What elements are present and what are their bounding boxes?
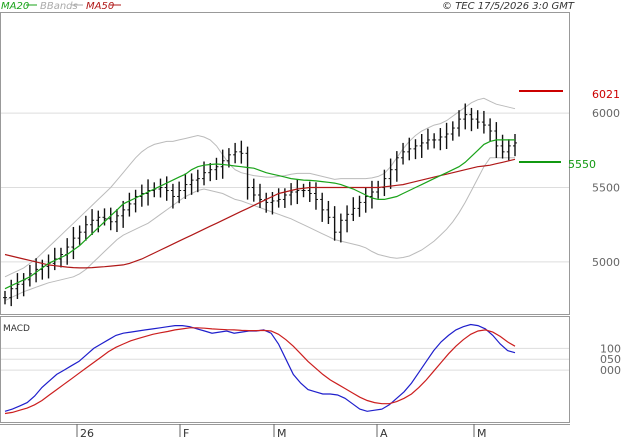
- y-axis-ticks: 6000 5500 5000: [592, 107, 620, 269]
- price-bar: [233, 142, 238, 164]
- x-tick-label: F: [183, 427, 189, 440]
- macd-label: MACD: [3, 324, 30, 334]
- price-panel-frame: [0, 12, 570, 315]
- price-bar: [457, 110, 462, 137]
- price-bar: [295, 179, 300, 205]
- macd-lines: [1, 323, 569, 415]
- ma20-line: [4, 139, 515, 290]
- price-bar: [338, 213, 343, 243]
- price-bar: [170, 183, 175, 209]
- x-tick-label: M: [277, 427, 287, 440]
- x-tick-label: 26: [80, 427, 94, 440]
- price-bar: [326, 200, 331, 224]
- price-bar: [114, 209, 119, 233]
- price-bar: [407, 137, 412, 161]
- price-bar: [239, 140, 244, 164]
- price-bar: [401, 142, 406, 165]
- price-bar: [164, 176, 169, 201]
- price-bar: [83, 215, 88, 241]
- price-bar: [52, 247, 57, 271]
- legend-ma50: MA50: [86, 1, 114, 12]
- price-bar: [133, 189, 138, 213]
- grid: [1, 112, 569, 263]
- price-bar: [413, 139, 418, 160]
- price-bar: [9, 279, 14, 307]
- y-tick-label: 5000: [592, 256, 620, 269]
- price-bar: [3, 290, 7, 305]
- x-tick-label: M: [477, 427, 487, 440]
- price-bar: [270, 192, 275, 215]
- price-bar: [332, 206, 337, 241]
- support-label: 5550: [568, 158, 596, 171]
- price-bar: [425, 128, 430, 150]
- price-bar: [71, 226, 76, 260]
- price-bar: [258, 183, 262, 208]
- price-bar: [463, 103, 468, 130]
- x-axis-ticks: 26 F M A M: [76, 424, 487, 440]
- price-bar: [500, 134, 505, 159]
- moving-averages: [4, 139, 516, 290]
- price-bar: [513, 133, 517, 157]
- bband-upper-line: [4, 97, 516, 278]
- price-bar: [276, 188, 281, 208]
- price-bar: [301, 183, 306, 198]
- price-bar: [475, 110, 480, 129]
- price-bar: [345, 205, 350, 233]
- price-bar: [488, 118, 493, 142]
- price-bar: [251, 178, 256, 202]
- price-bar: [214, 157, 219, 180]
- price-bar: [226, 148, 231, 168]
- price-bar: [469, 107, 474, 132]
- y-tick-label: 6000: [592, 107, 620, 120]
- copyright-text: © TEC 17/5/2026 3:0 GMT: [442, 1, 575, 12]
- price-bar: [394, 151, 399, 182]
- levels: 6021 5550: [519, 88, 620, 171]
- macd-tick-label: 050: [600, 353, 621, 366]
- price-bar: [189, 173, 194, 195]
- price-bar: [357, 195, 362, 217]
- price-bar: [90, 209, 95, 236]
- legend-ma20: MA20: [1, 1, 29, 12]
- price-bar: [195, 169, 200, 193]
- price-bar: [108, 207, 113, 231]
- price-bar: [102, 208, 107, 226]
- price-bar: [432, 133, 437, 149]
- price-bar: [481, 110, 486, 134]
- ma50-line: [4, 158, 516, 269]
- price-bar: [27, 264, 32, 287]
- price-bar: [96, 210, 101, 233]
- y-tick-label: 5500: [592, 182, 620, 195]
- price-bar: [351, 197, 356, 222]
- price-bar: [127, 192, 132, 217]
- price-bar: [15, 273, 20, 299]
- price-bar: [158, 178, 163, 198]
- price-bar: [177, 181, 182, 204]
- price-bar: [77, 225, 82, 245]
- resistance-label: 6021: [592, 88, 620, 101]
- price-bar: [289, 183, 294, 206]
- price-bar: [450, 121, 455, 141]
- x-tick-label: A: [380, 427, 388, 440]
- price-bar: [183, 173, 188, 200]
- price-bar: [307, 181, 312, 202]
- price-bar: [419, 133, 424, 158]
- legend-bbands: BBands: [40, 1, 78, 12]
- price-bar: [388, 158, 393, 189]
- macd-tick-label: 100: [600, 342, 621, 355]
- macd-panel-frame: [0, 316, 570, 423]
- price-bar: [369, 180, 374, 209]
- price-bar: [320, 192, 325, 222]
- price-bar: [245, 146, 250, 200]
- price-bar: [438, 128, 443, 151]
- price-bar: [208, 163, 213, 182]
- price-bar: [506, 139, 511, 161]
- price-bar: [444, 122, 449, 150]
- signal-line: [4, 327, 516, 415]
- price-bar: [139, 184, 144, 207]
- price-bar: [121, 200, 126, 228]
- macd-tick-label: 000: [600, 364, 621, 377]
